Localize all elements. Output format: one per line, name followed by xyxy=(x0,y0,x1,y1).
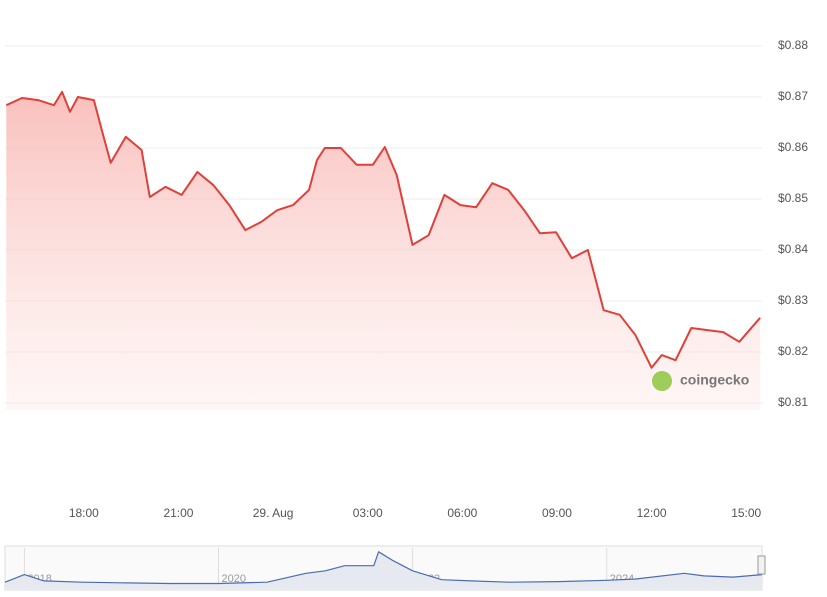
y-tick-label: $0.86 xyxy=(778,140,808,154)
line xyxy=(5,90,761,369)
x-tick-label: 06:00 xyxy=(447,506,477,520)
area xyxy=(6,91,761,411)
navigator-handle[interactable] xyxy=(757,555,766,575)
y-tick-label: $0.81 xyxy=(778,395,808,409)
line xyxy=(4,551,763,585)
x-tick-label: 12:00 xyxy=(637,506,667,520)
watermark: coingecko xyxy=(680,372,749,388)
y-tick-label: $0.82 xyxy=(778,344,808,358)
watermark-logo xyxy=(652,371,672,391)
y-tick-label: $0.87 xyxy=(778,89,808,103)
x-tick-label: 18:00 xyxy=(69,506,99,520)
x-tick-label: 21:00 xyxy=(163,506,193,520)
x-tick-label: 29. Aug xyxy=(253,506,294,520)
x-tick-label: 09:00 xyxy=(542,506,572,520)
y-tick-label: $0.83 xyxy=(778,293,808,307)
x-tick-label: 15:00 xyxy=(731,506,761,520)
x-tick-label: 03:00 xyxy=(353,506,383,520)
area xyxy=(5,551,762,589)
y-tick-label: $0.84 xyxy=(778,242,808,256)
y-tick-label: $0.88 xyxy=(778,38,808,52)
y-tick-label: $0.85 xyxy=(778,191,808,205)
x-tick-label: 2020 xyxy=(222,573,246,585)
